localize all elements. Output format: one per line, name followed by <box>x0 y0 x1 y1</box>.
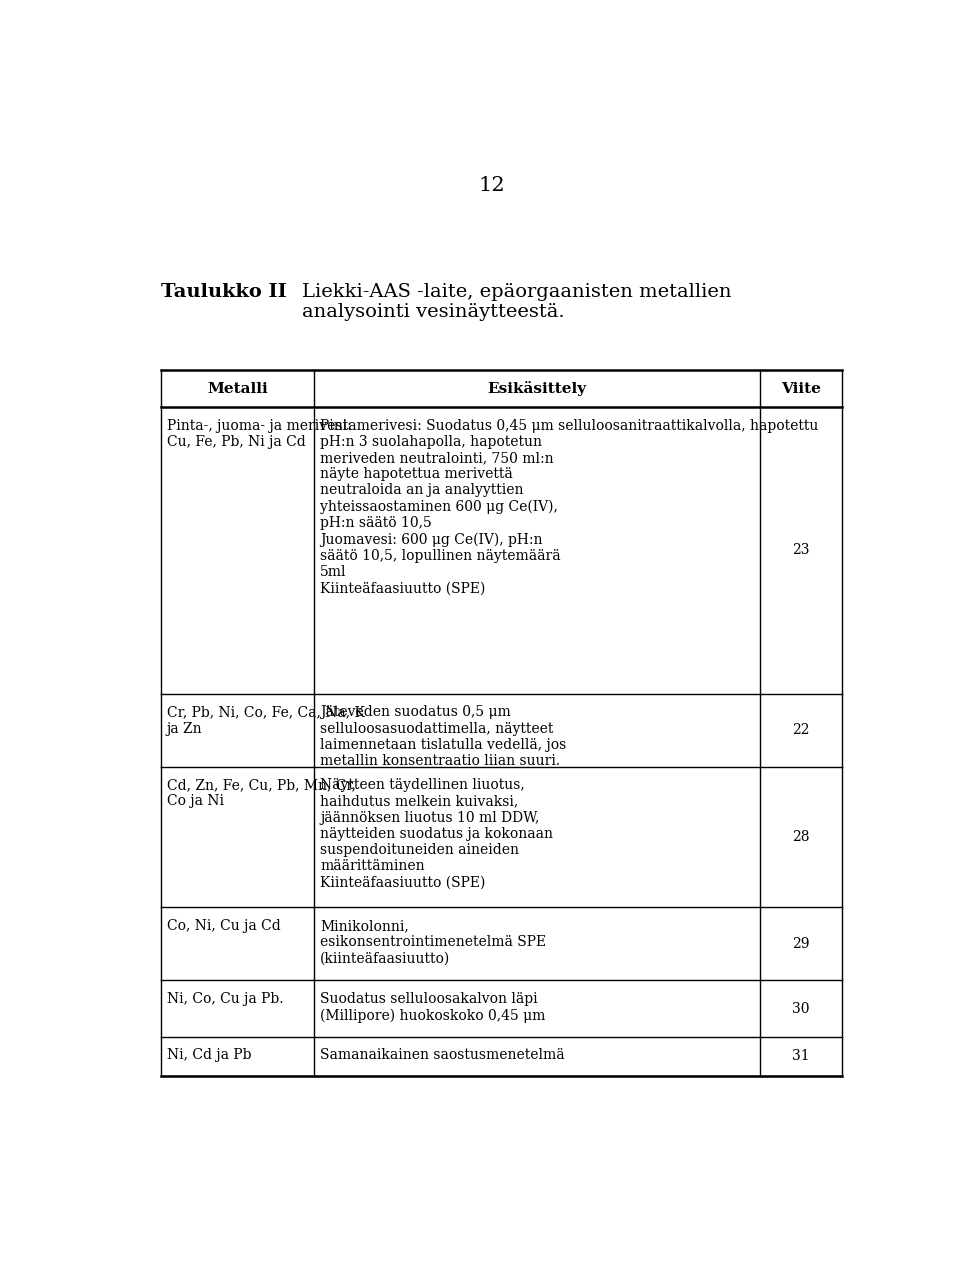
Text: Metalli: Metalli <box>207 381 268 395</box>
Text: Suodatus selluloosakalvon läpi
(Millipore) huokoskoko 0,45 μm: Suodatus selluloosakalvon läpi (Millipor… <box>320 992 545 1022</box>
Text: Pintamerivesi: Suodatus 0,45 μm selluloosanitraattikalvolla, hapotettu
pH:n 3 su: Pintamerivesi: Suodatus 0,45 μm selluloo… <box>320 419 819 596</box>
Text: Minikolonni,
esikonsentrointimenetelmä SPE
(kiinteäfaasiuutto): Minikolonni, esikonsentrointimenetelmä S… <box>320 919 546 965</box>
Text: 31: 31 <box>792 1049 809 1063</box>
Text: Taulukko II: Taulukko II <box>161 283 287 300</box>
Text: 29: 29 <box>792 936 809 950</box>
Text: 28: 28 <box>792 830 809 844</box>
Text: Cr, Pb, Ni, Co, Fe, Ca, Na, K
ja Zn: Cr, Pb, Ni, Co, Fe, Ca, Na, K ja Zn <box>167 705 365 736</box>
Text: 23: 23 <box>792 544 809 558</box>
Text: Pinta-, juoma- ja merivesi:
Cu, Fe, Pb, Ni ja Cd: Pinta-, juoma- ja merivesi: Cu, Fe, Pb, … <box>167 419 351 449</box>
Text: Jäteveden suodatus 0,5 μm
selluloosasuodattimella, näytteet
laimennetaan tislatu: Jäteveden suodatus 0,5 μm selluloosasuod… <box>320 705 566 769</box>
Text: Liekki-AAS -laite, epäorgaanisten metallien
analysointi vesinäytteestä.: Liekki-AAS -laite, epäorgaanisten metall… <box>302 283 732 322</box>
Text: Ni, Cd ja Pb: Ni, Cd ja Pb <box>167 1049 252 1063</box>
Text: Esikäsittely: Esikäsittely <box>488 381 587 396</box>
Text: Samanaikainen saostusmenetelmä: Samanaikainen saostusmenetelmä <box>320 1049 564 1063</box>
Text: Cd, Zn, Fe, Cu, Pb, Mn, Cr,
Co ja Ni: Cd, Zn, Fe, Cu, Pb, Mn, Cr, Co ja Ni <box>167 779 356 809</box>
Text: Co, Ni, Cu ja Cd: Co, Ni, Cu ja Cd <box>167 919 280 933</box>
Text: Näytteen täydellinen liuotus,
haihdutus melkein kuivaksi,
jäännöksen liuotus 10 : Näytteen täydellinen liuotus, haihdutus … <box>320 779 553 890</box>
Text: Viite: Viite <box>780 381 821 395</box>
Text: 30: 30 <box>792 1002 809 1016</box>
Text: 12: 12 <box>479 175 505 194</box>
Text: 22: 22 <box>792 723 809 737</box>
Text: Ni, Co, Cu ja Pb.: Ni, Co, Cu ja Pb. <box>167 992 283 1006</box>
